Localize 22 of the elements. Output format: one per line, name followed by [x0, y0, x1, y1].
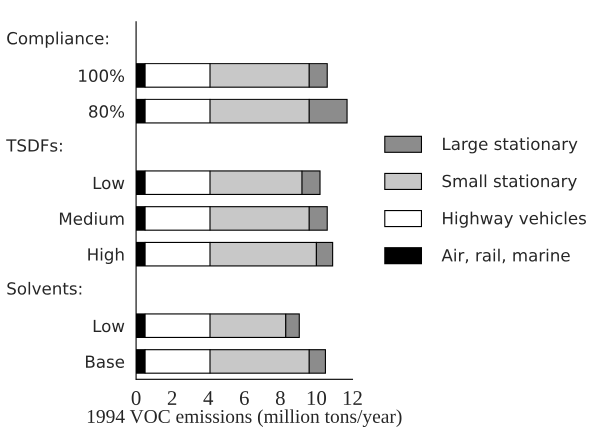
x-tick-label: 0: [132, 391, 140, 406]
text: Compliance:: [7, 32, 108, 48]
legend-label: Small stationary: [442, 174, 577, 191]
y-tick-label: 100%: [79, 69, 124, 82]
text: Solvents:: [7, 282, 82, 295]
x-tick-label: 4: [203, 391, 214, 405]
x-tick-label: 6: [240, 391, 249, 406]
legend-label: Large stationary: [443, 137, 578, 154]
x-tick-label: 12: [344, 391, 362, 405]
legend-label: Air, rail, marine: [442, 248, 570, 264]
x-tick-label: 2: [168, 391, 176, 405]
y-tick-label: Low: [94, 320, 124, 332]
y-tick-label: High: [88, 248, 124, 264]
legend-label: Highway vehicles: [443, 212, 586, 228]
y-tick-label: 80%: [89, 105, 124, 118]
x-axis-title: 1994 VOC emissions (million tons/year): [88, 409, 402, 428]
y-tick-label: Medium: [60, 212, 124, 226]
text: TSDFs:: [6, 139, 62, 152]
x-tick-label: 10: [308, 391, 326, 406]
y-tick-label: Base: [86, 356, 124, 368]
x-tick-label: 8: [276, 391, 285, 406]
y-tick-label: Low: [94, 176, 124, 190]
